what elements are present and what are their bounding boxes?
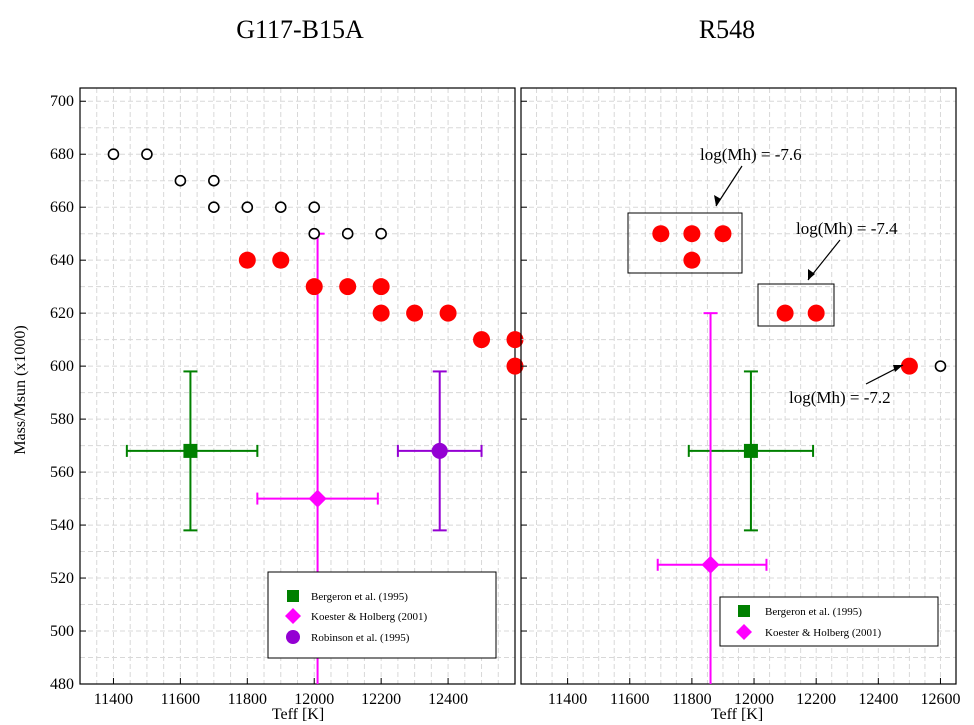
data-point-square: [743, 443, 758, 458]
annotation-mh-7-6: log(Mh) = -7.6: [700, 145, 802, 207]
arrowhead-icon: [893, 365, 903, 372]
x-tick-label: 12600: [920, 691, 960, 708]
legend-box: [719, 596, 939, 647]
x-tick-label: 12200: [796, 691, 836, 708]
x-tick-label: 12400: [858, 691, 898, 708]
legend-label: Koester & Holberg (2001): [765, 627, 882, 639]
measurement-square: [687, 370, 815, 532]
plot-frame: [520, 87, 957, 685]
model-point-filled: [439, 304, 457, 322]
group-box-mh-7-4: [757, 283, 835, 327]
y-tick-label: 540: [50, 517, 74, 534]
model-point-filled: [776, 304, 794, 322]
model-point-open: [107, 148, 120, 161]
x-tick-label: 12000: [734, 691, 774, 708]
legend-box: [267, 571, 497, 659]
right-panel: 11400 11600 11800 12000 12200 12400 12600: [520, 87, 960, 708]
data-point-circle: [431, 442, 448, 459]
model-point-open: [241, 201, 254, 213]
model-point-open: [341, 227, 354, 240]
model-point-filled: [372, 278, 390, 296]
arrowhead-icon: [808, 269, 815, 280]
model-point-filled: [652, 225, 670, 243]
x-tick-label: 12000: [294, 691, 334, 708]
model-point-open: [308, 227, 321, 240]
right-x-axis-label: Teff [K]: [711, 706, 763, 723]
model-point-filled: [406, 304, 424, 322]
y-tick-label: 480: [50, 676, 74, 693]
legend-square-icon: [738, 605, 750, 617]
data-point-square: [183, 443, 198, 458]
right-chart-title: R548: [699, 15, 755, 44]
model-point-open: [174, 174, 187, 187]
annotation-label: log(Mh) = -7.2: [789, 388, 891, 407]
legend-circle-icon: [286, 630, 300, 644]
model-point-open: [208, 174, 220, 187]
y-tick-label: 680: [50, 146, 74, 163]
y-tick-label: 520: [50, 570, 74, 587]
arrowhead-icon: [714, 195, 721, 206]
annotation-label: log(Mh) = -7.4: [796, 219, 898, 238]
annotation-mh-7-4: log(Mh) = -7.4: [796, 219, 898, 281]
model-point-filled: [506, 331, 524, 349]
model-point-filled: [372, 304, 390, 322]
data-point-diamond: [308, 489, 327, 508]
x-tick-label: 11400: [94, 691, 133, 708]
group-box-mh-7-6: [627, 212, 743, 274]
x-tick-label: 11800: [228, 691, 267, 708]
legend-diamond-icon: [736, 624, 752, 640]
model-point-open: [375, 227, 387, 240]
measurement-square: [125, 370, 259, 532]
model-point-filled: [272, 251, 290, 269]
model-point-open: [274, 201, 287, 213]
y-tick-label: 660: [50, 199, 74, 216]
model-point-open: [208, 201, 220, 213]
model-point-filled: [473, 331, 491, 349]
x-tick-label: 11800: [672, 691, 711, 708]
model-point-filled: [683, 225, 701, 243]
model-point-filled: [506, 357, 524, 375]
x-tick-label: 11600: [610, 691, 649, 708]
right-legend: Bergeron et al. (1995) Koester & Holberg…: [719, 596, 939, 647]
legend-label: Bergeron et al. (1995): [765, 606, 862, 618]
legend-label: Koester & Holberg (2001): [311, 611, 428, 623]
grid: [520, 88, 957, 685]
model-point-open: [308, 201, 321, 213]
x-tick-label: 12200: [361, 691, 401, 708]
left-legend: Bergeron et al. (1995) Koester & Holberg…: [267, 571, 497, 659]
plot-frame: [79, 87, 516, 685]
left-chart-title: G117-B15A: [236, 15, 364, 44]
y-tick-label: 700: [50, 93, 74, 110]
data-point-diamond: [701, 555, 720, 574]
y-tick-label: 640: [50, 252, 74, 269]
annotation-mh-7-2: log(Mh) = -7.2: [789, 364, 904, 407]
model-point-filled: [807, 304, 825, 322]
annotation-label: log(Mh) = -7.6: [700, 145, 802, 164]
measurement-diamond: [656, 312, 768, 684]
y-tick-label: 500: [50, 623, 74, 640]
model-point-filled: [305, 278, 323, 296]
model-point-filled: [683, 251, 701, 269]
model-point-filled: [900, 357, 918, 375]
left-x-axis-label: Teff [K]: [272, 706, 324, 723]
model-point-open: [141, 148, 153, 161]
model-point-open: [934, 360, 947, 372]
measurement-circle: [396, 370, 483, 532]
x-tick-label: 11600: [161, 691, 200, 708]
legend-square-icon: [287, 590, 299, 602]
y-tick-label: 580: [50, 411, 74, 428]
model-point-filled: [238, 251, 256, 269]
left-y-axis-label: Mass/Msun (x1000): [12, 325, 29, 454]
model-point-filled: [339, 278, 357, 296]
legend-label: Robinson et al. (1995): [311, 632, 410, 644]
model-point-filled: [714, 225, 732, 243]
legend-diamond-icon: [285, 608, 301, 624]
x-tick-label: 12400: [428, 691, 468, 708]
y-tick-label: 560: [50, 464, 74, 481]
x-tick-label: 11400: [548, 691, 587, 708]
y-tick-label: 600: [50, 358, 74, 375]
y-tick-label: 620: [50, 305, 74, 322]
legend-label: Bergeron et al. (1995): [311, 591, 408, 603]
